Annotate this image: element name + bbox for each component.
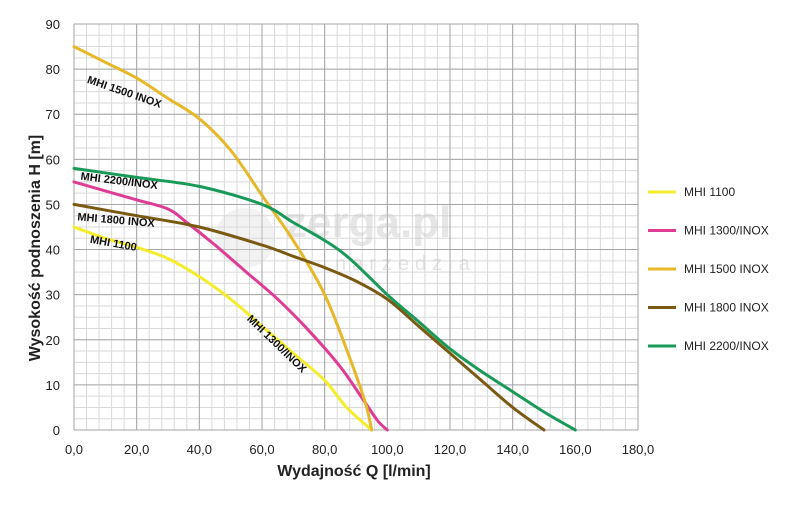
x-axis-ticks: 0,0 20,0 40,0 60,0 80,0 100,0 120,0 140,0 160,0 1…	[65, 442, 654, 457]
y-tick-label: 40	[46, 243, 60, 258]
y-tick-label: 60	[46, 152, 60, 167]
legend: MHI 1100 MHI 1300/INOX MHI 1500 INOX MHI 18…	[648, 185, 769, 353]
series-line-mhi-1100	[72, 225, 374, 432]
y-tick-label: 30	[46, 288, 60, 303]
series-group	[72, 45, 577, 432]
x-tick-label: 120,0	[434, 442, 467, 457]
x-tick-label: 60,0	[249, 442, 274, 457]
x-tick-label: 160,0	[559, 442, 592, 457]
y-tick-label: 0	[53, 423, 60, 438]
y-axis-ticks: 0 10 20 30 40 50 60 70 80 90	[46, 17, 60, 438]
legend-label: MHI 1800 INOX	[684, 301, 769, 315]
y-tick-label: 80	[46, 62, 60, 77]
x-tick-label: 0,0	[65, 442, 83, 457]
y-tick-label: 20	[46, 333, 60, 348]
y-tick-label: 10	[46, 378, 60, 393]
series-line-mhi-1300-inox	[72, 180, 389, 432]
x-tick-label: 180,0	[622, 442, 655, 457]
y-tick-label: 50	[46, 197, 60, 212]
y-tick-label: 90	[46, 17, 60, 32]
series-line-mhi-1500-inox	[72, 45, 374, 432]
x-tick-label: 20,0	[124, 442, 149, 457]
x-tick-label: 100,0	[371, 442, 404, 457]
curve-label: MHI 1100	[89, 234, 137, 254]
watermark-sub-text: narzedzia	[335, 253, 476, 275]
x-tick-label: 40,0	[187, 442, 212, 457]
y-tick-label: 70	[46, 107, 60, 122]
watermark-main-text: zerga.pl	[285, 198, 451, 247]
series-line-mhi-2200-inox	[72, 166, 577, 432]
series-line-mhi-1800-inox	[72, 202, 546, 432]
x-tick-label: 80,0	[312, 442, 337, 457]
y-axis-title: Wysokość podnoszenia H [m]	[27, 135, 44, 361]
legend-label: MHI 1300/INOX	[684, 224, 769, 238]
legend-label: MHI 1100	[684, 185, 735, 199]
watermark-logo-icon	[215, 208, 275, 268]
legend-label: MHI 2200/INOX	[684, 339, 769, 353]
watermark: zerga.pl narzedzia	[215, 198, 476, 275]
legend-label: MHI 1500 INOX	[684, 262, 769, 276]
x-axis-title: Wydajność Q [l/min]	[277, 463, 431, 480]
x-tick-label: 140,0	[496, 442, 529, 457]
